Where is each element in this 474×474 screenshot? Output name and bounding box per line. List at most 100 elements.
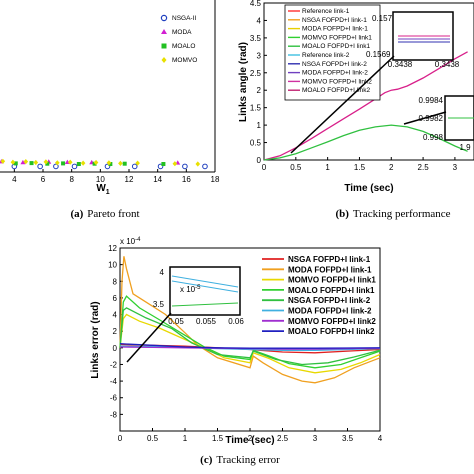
pareto-xlabel: W1	[96, 183, 109, 196]
pareto-point-momvo	[195, 161, 201, 167]
pareto-point-nsga-ii	[131, 163, 138, 170]
pareto-legend-label: NSGA-II	[172, 15, 196, 22]
inset-1-pointer	[290, 55, 395, 154]
tracking-caption: (b) Tracking performance	[335, 208, 450, 220]
tracking-ytick-label: 1	[257, 121, 262, 130]
pareto-point-momvo	[67, 159, 73, 165]
pareto-legend-label: MODA	[172, 29, 192, 36]
inset-2-ytick: 0.998	[423, 133, 444, 142]
error-series-line	[119, 307, 381, 366]
tracking-plot-frame	[263, 2, 474, 161]
inset-2-pointer	[403, 111, 447, 125]
tracking-legend-label: MODA FOFPD+I link-2	[302, 70, 368, 77]
tracking-series-line	[263, 124, 468, 161]
error-ytick-label: -2	[110, 360, 118, 369]
pareto-point-momvo	[23, 159, 29, 165]
tracking-error-panel: 0 0.5 1 1.5 2 2.5 3 3.5 4 -8 -6 -4 -2 0 2 4 6 8 10 12 x 10-…	[90, 237, 383, 466]
error-inset-xtick: 0.05	[168, 317, 184, 326]
pareto-point-momvo	[33, 159, 39, 166]
tracking-ytick-label: 2.5	[250, 69, 262, 78]
pareto-caption: (a) Pareto front	[70, 208, 139, 220]
error-legend-label: MODA FOFPD+I link-2	[288, 307, 372, 316]
pareto-point-momvo	[10, 159, 16, 165]
error-xtick-label: 2	[248, 434, 253, 443]
error-series-line	[119, 295, 381, 369]
error-ytick-label: 0	[113, 344, 118, 353]
pareto-point-moalo	[13, 161, 18, 166]
inset-2-ytick: 0.9984	[419, 96, 444, 105]
tracking-ytick-label: 2	[257, 86, 262, 95]
error-ytick-label: 4	[113, 311, 118, 320]
pareto-point-momvo	[172, 161, 178, 167]
error-inset-line	[171, 280, 239, 293]
pareto-point-nsga-ii	[71, 163, 78, 170]
tracking-legend-label: MOALO FOFPD+I link1	[302, 43, 370, 50]
error-legend-label: MOMVO FOFPD+I link2	[288, 317, 376, 326]
tracking-xtick-label: 2.5	[418, 163, 430, 172]
pareto-xtick-label: 14	[153, 175, 162, 184]
error-inset-ytick: 3.5	[153, 300, 165, 309]
pareto-point-nsga-ii	[104, 163, 111, 170]
error-series-line	[119, 343, 381, 349]
tracking-legend-label: Reference link-2	[302, 52, 350, 59]
error-inset-pointer	[126, 312, 172, 363]
error-y-exponent: x 10-4	[120, 237, 141, 246]
error-inset-ytick: 4	[160, 268, 165, 277]
pareto-point-nsga-ii	[182, 163, 188, 170]
error-ytick-label: 8	[113, 277, 118, 286]
error-legend-label: MOALO FOFPD+I link2	[288, 327, 375, 336]
tracking-ylabel: Links angle (rad)	[238, 42, 249, 122]
pareto-point-momvo	[0, 158, 6, 164]
pareto-point-nsga-ii	[157, 163, 164, 170]
error-xtick-label: 1.5	[212, 434, 224, 443]
error-inset-xtick: 0.055	[196, 317, 217, 326]
pareto-xtick-label: 12	[125, 175, 134, 184]
pareto-point-moalo	[92, 161, 97, 166]
pareto-point-nsga-ii	[202, 163, 208, 170]
pareto-point-moalo	[161, 162, 166, 166]
pareto-xtick-label: 6	[41, 175, 46, 184]
inset-1-ytick: 0.157	[372, 14, 393, 23]
pareto-point-moalo	[108, 162, 113, 166]
inset-2-xtick: 1.9	[459, 143, 471, 152]
error-inset-line	[171, 275, 239, 288]
error-inset-line	[171, 302, 239, 307]
pareto-point-moda	[20, 159, 26, 165]
tracking-legend-label: NSGA FOFPD+I link-2	[302, 61, 367, 68]
error-inset-xtick: 0.06	[228, 317, 244, 326]
pareto-xtick-label: 8	[69, 175, 74, 184]
tracking-ytick-label: 1.5	[250, 104, 262, 113]
error-ytick-label: 12	[108, 244, 117, 253]
pareto-legend-marker	[161, 43, 167, 49]
pareto-point-nsga-ii	[53, 163, 59, 170]
error-series-line	[119, 256, 381, 384]
error-ytick-label: 2	[113, 327, 118, 336]
error-xtick-label: 3.5	[342, 434, 354, 443]
tracking-legend-label: MOMVO FOFPD+I link1	[302, 34, 372, 41]
tracking-ytick-label: 4.5	[250, 0, 262, 8]
tracking-ytick-label: 0	[257, 156, 262, 165]
tracking-ytick-label: 3.5	[250, 34, 262, 43]
inset-1-xtick: 0.3438	[388, 60, 413, 69]
pareto-legend-label: MOMVO	[172, 57, 197, 64]
error-legend-label: NSGA FOFPD+I link-1	[288, 255, 371, 264]
pareto-front-panel: 4 6 8 10 12 14 16 18 W1 NSGA-II MODA MOALO MOMVO (…	[0, 0, 220, 220]
tracking-xtick-label: 2	[389, 163, 394, 172]
pareto-xtick-label: 18	[211, 175, 220, 184]
error-xtick-label: 0	[118, 434, 123, 443]
pareto-point-moalo	[29, 161, 34, 166]
tracking-xtick-label: 0.5	[290, 163, 302, 172]
pareto-point-moalo	[122, 161, 127, 166]
tracking-xtick-label: 1.5	[354, 163, 366, 172]
error-xtick-label: 3	[313, 434, 318, 443]
error-xtick-label: 1	[183, 434, 188, 443]
pareto-xtick-label: 16	[182, 175, 191, 184]
tracking-legend-label: MODA FOFPD+I link-1	[302, 26, 368, 33]
pareto-xtick-label: 10	[96, 175, 105, 184]
tracking-xtick-label: 3	[453, 163, 458, 172]
error-xlabel: Time (sec)	[225, 435, 274, 446]
error-legend-label: NSGA FOFPD+I link-2	[288, 296, 371, 305]
pareto-legend-marker	[161, 29, 167, 34]
